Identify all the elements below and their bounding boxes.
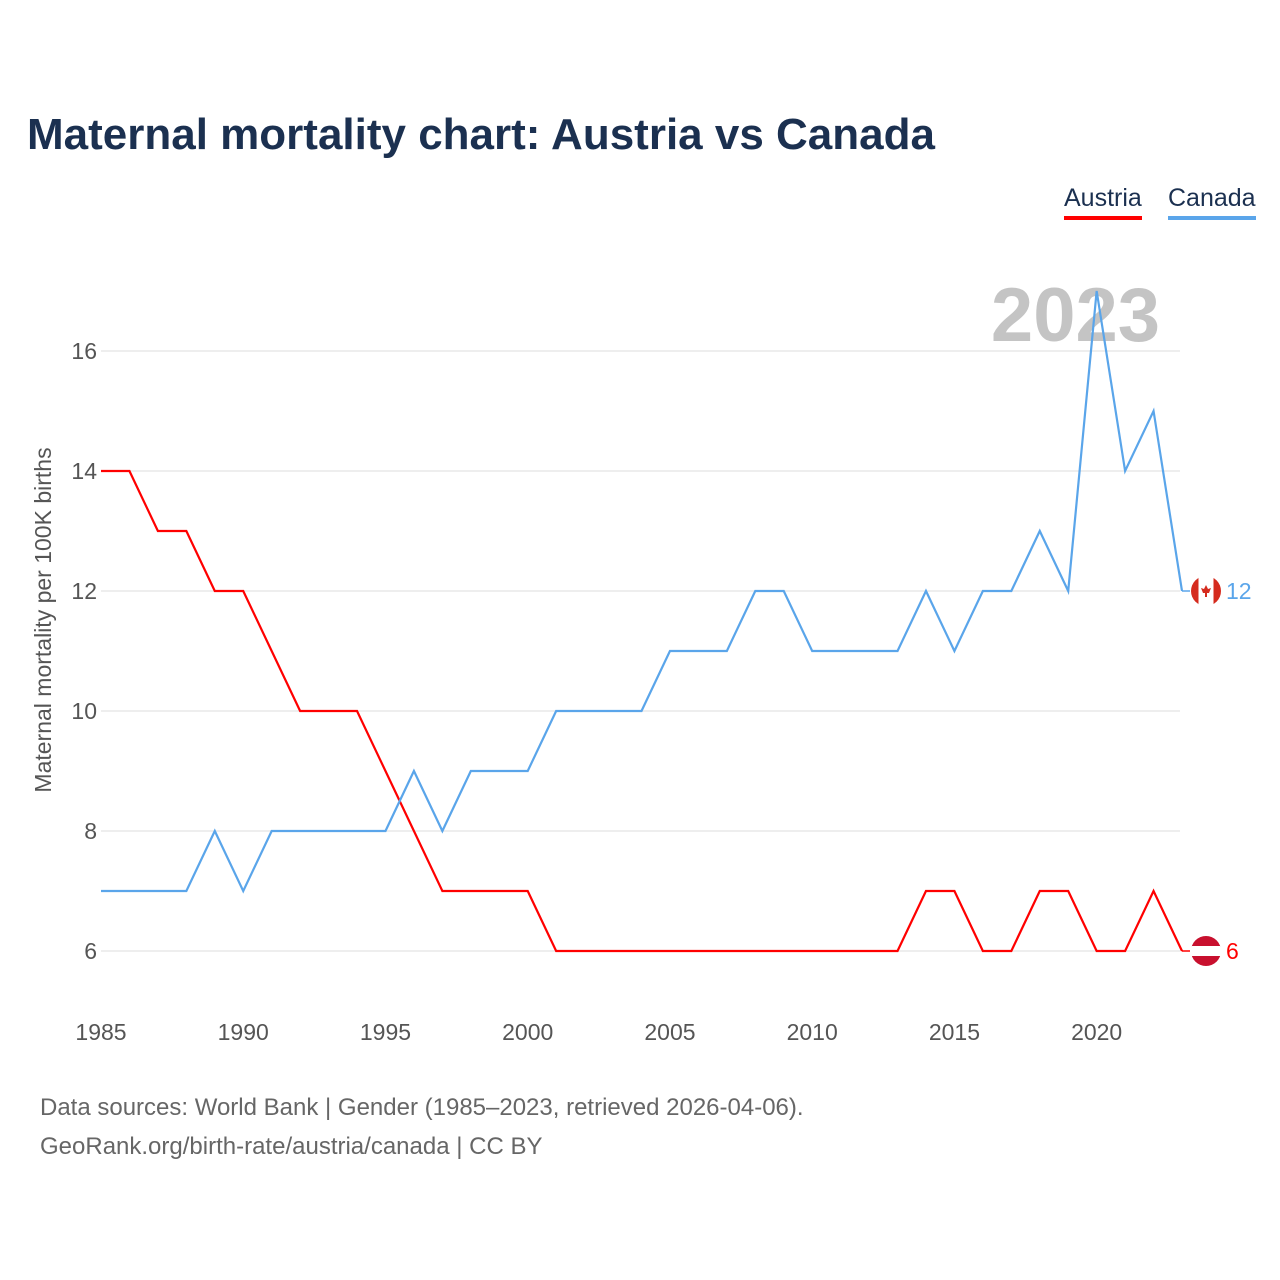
x-tick-label: 1990: [218, 1019, 269, 1045]
y-tick-label: 6: [84, 938, 97, 964]
series-line-austria: [101, 469, 1183, 953]
x-tick-label: 2020: [1071, 1019, 1122, 1045]
x-tick-label: 1985: [75, 1019, 126, 1045]
x-tick-label: 2015: [929, 1019, 980, 1045]
end-value-label-austria: 6: [1226, 938, 1239, 964]
x-tick-label: 2000: [502, 1019, 553, 1045]
x-tick-label: 1995: [360, 1019, 411, 1045]
x-tick-label: 2005: [644, 1019, 695, 1045]
legend-canada[interactable]: Canada: [1168, 184, 1256, 220]
y-tick-label: 8: [84, 818, 97, 844]
y-tick-label: 16: [71, 338, 97, 364]
series-line-canada: [101, 290, 1184, 894]
canada-flag-icon: [1191, 576, 1221, 606]
attribution-text: GeoRank.org/birth-rate/austria/canada | …: [40, 1133, 543, 1160]
end-value-label-canada: 12: [1226, 578, 1252, 604]
year-watermark: 2023: [991, 273, 1160, 358]
chart-title: Maternal mortality chart: Austria vs Can…: [27, 110, 935, 159]
y-tick-label: 14: [71, 458, 97, 484]
source-text: Data sources: World Bank | Gender (1985–…: [40, 1094, 804, 1121]
y-axis-label: Maternal mortality per 100K births: [30, 447, 56, 792]
austria-flag-icon: [1191, 936, 1221, 966]
y-tick-label: 10: [71, 698, 97, 724]
footer: Data sources: World Bank | Gender (1985–…: [40, 1088, 804, 1166]
y-tick-label: 12: [71, 578, 97, 604]
x-tick-label: 2010: [787, 1019, 838, 1045]
legend-austria[interactable]: Austria: [1064, 184, 1142, 220]
